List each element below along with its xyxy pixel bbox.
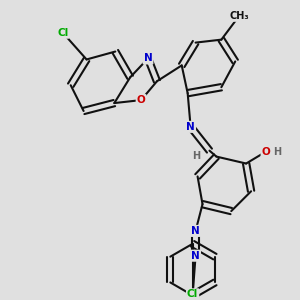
- Text: N: N: [186, 122, 195, 132]
- Text: Cl: Cl: [187, 289, 198, 299]
- Text: O: O: [137, 95, 146, 105]
- Text: H: H: [193, 151, 201, 160]
- Text: CH₃: CH₃: [230, 11, 249, 21]
- Text: N: N: [191, 226, 200, 236]
- Text: O: O: [262, 147, 270, 157]
- Text: H: H: [273, 147, 281, 157]
- Text: Cl: Cl: [57, 28, 68, 38]
- Text: N: N: [144, 53, 152, 64]
- Text: N: N: [191, 251, 200, 261]
